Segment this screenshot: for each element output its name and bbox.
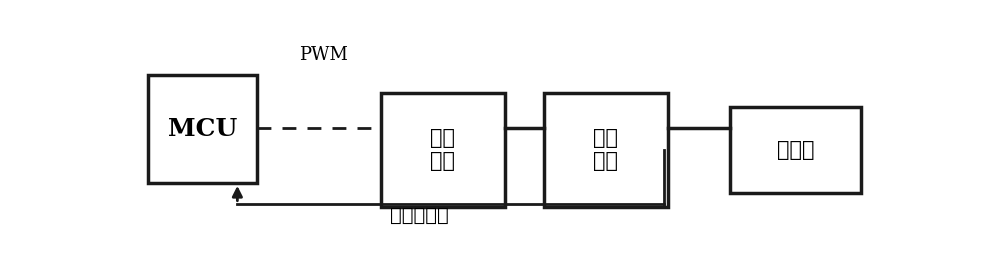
Bar bbox=[381, 93, 505, 207]
Bar bbox=[730, 107, 861, 193]
Bar bbox=[148, 75, 257, 183]
Bar bbox=[544, 93, 668, 207]
Text: 驱动
芯片: 驱动 芯片 bbox=[430, 128, 455, 171]
Text: MCU: MCU bbox=[168, 117, 237, 141]
Text: 灯电流反馈: 灯电流反馈 bbox=[390, 206, 449, 225]
Text: 驱动
电路: 驱动 电路 bbox=[593, 128, 618, 171]
Text: PWM: PWM bbox=[299, 46, 348, 64]
Text: 荧光灯: 荧光灯 bbox=[777, 140, 814, 160]
